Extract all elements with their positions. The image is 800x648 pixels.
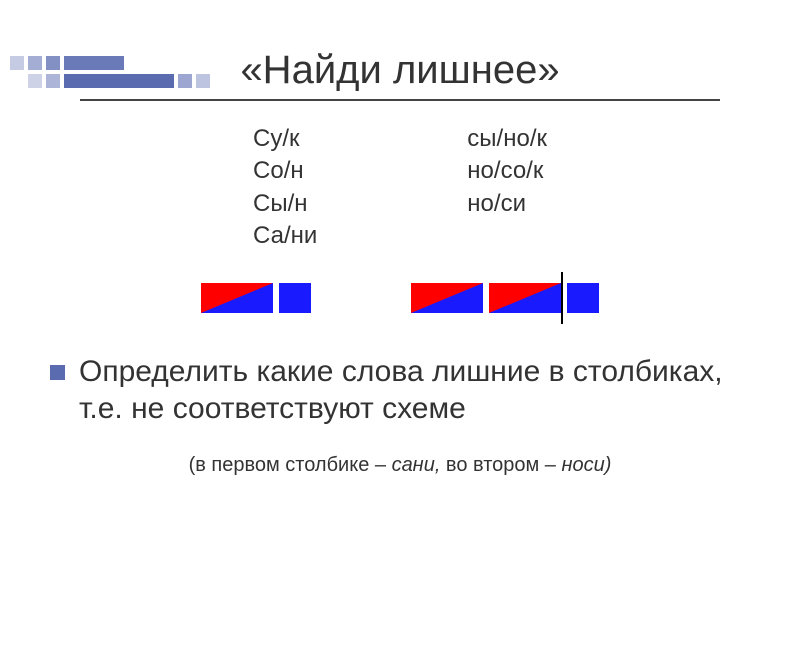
deco-square: [64, 56, 124, 70]
word-item: но/со/к: [467, 155, 547, 187]
word-columns: Су/к Со/н Сы/н Са/ни сы/но/к но/со/к но/…: [0, 123, 800, 253]
word-item: Со/н: [253, 155, 317, 187]
task-text: Определить какие слова лишние в столбика…: [79, 353, 759, 428]
answer-line: (в первом столбике – сани, во втором – н…: [0, 454, 800, 477]
answer-word: сани,: [392, 454, 441, 476]
answer-part: во втором –: [440, 454, 561, 476]
deco-square: [46, 56, 60, 70]
word-item: но/си: [467, 188, 547, 220]
deco-square: [28, 56, 42, 70]
word-item: сы/но/к: [467, 123, 547, 155]
stress-divider: [561, 272, 563, 324]
syllable-block-square: [279, 283, 311, 313]
scheme-right: [411, 283, 599, 313]
task-row: Определить какие слова лишние в столбика…: [50, 353, 800, 428]
slide-corner-decoration: [0, 48, 280, 108]
right-column: сы/но/к но/со/к но/си: [467, 123, 547, 253]
deco-square: [10, 56, 24, 70]
bullet-icon: [50, 365, 65, 380]
answer-word: носи): [562, 454, 612, 476]
deco-square: [64, 74, 174, 88]
syllable-schemes: [0, 283, 800, 313]
syllable-block-square: [567, 283, 599, 313]
syllable-block: [201, 283, 273, 313]
deco-square: [196, 74, 210, 88]
word-item: Сы/н: [253, 188, 317, 220]
word-item: Са/ни: [253, 220, 317, 252]
deco-square: [178, 74, 192, 88]
deco-square: [28, 74, 42, 88]
scheme-left: [201, 283, 311, 313]
answer-part: (в первом столбике –: [189, 454, 392, 476]
deco-square: [46, 74, 60, 88]
syllable-block: [489, 283, 561, 313]
word-item: Су/к: [253, 123, 317, 155]
left-column: Су/к Со/н Сы/н Са/ни: [253, 123, 317, 253]
syllable-block: [411, 283, 483, 313]
